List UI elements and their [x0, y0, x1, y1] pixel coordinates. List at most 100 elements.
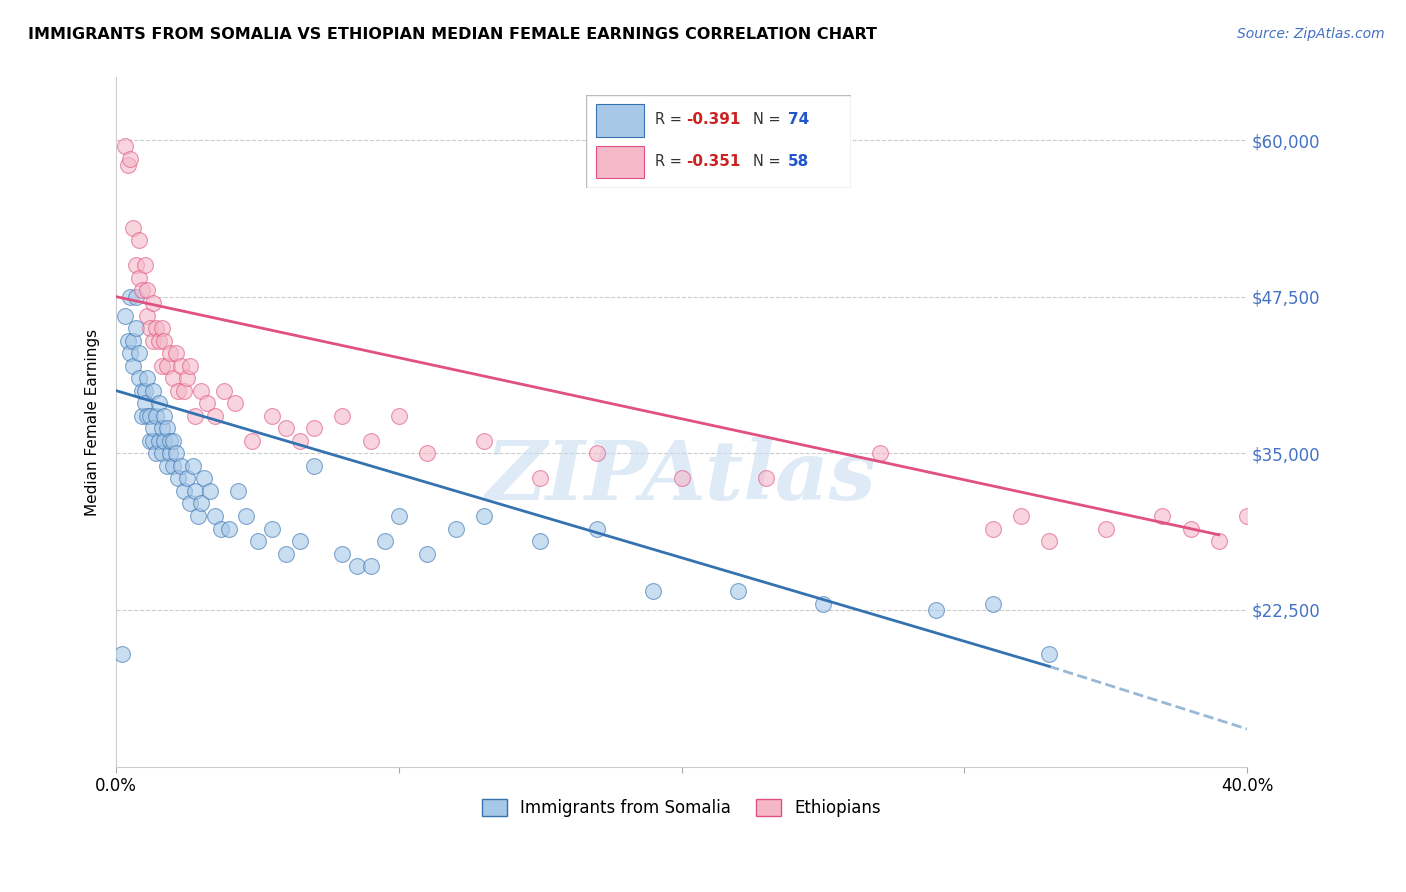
Point	[136, 309, 159, 323]
Point	[142, 334, 165, 348]
Point	[134, 259, 156, 273]
Point	[159, 446, 181, 460]
Point	[128, 271, 150, 285]
Point	[153, 409, 176, 423]
Point	[128, 371, 150, 385]
Point	[332, 409, 354, 423]
Y-axis label: Median Female Earnings: Median Female Earnings	[86, 328, 100, 516]
Point	[117, 158, 139, 172]
Point	[416, 446, 439, 460]
Point	[114, 309, 136, 323]
Point	[181, 458, 204, 473]
Point	[198, 483, 221, 498]
Legend: Immigrants from Somalia, Ethiopians: Immigrants from Somalia, Ethiopians	[475, 792, 889, 823]
Point	[145, 409, 167, 423]
Point	[1010, 508, 1032, 523]
Point	[755, 471, 778, 485]
Point	[184, 409, 207, 423]
Point	[170, 359, 193, 373]
Point	[179, 496, 201, 510]
Point	[111, 647, 134, 661]
Point	[156, 458, 179, 473]
Point	[156, 421, 179, 435]
Point	[360, 434, 382, 448]
Point	[288, 534, 311, 549]
Point	[136, 284, 159, 298]
Point	[416, 547, 439, 561]
Point	[128, 346, 150, 360]
Point	[139, 409, 162, 423]
Point	[122, 359, 145, 373]
Point	[162, 458, 184, 473]
Point	[114, 139, 136, 153]
Point	[120, 346, 142, 360]
Point	[302, 421, 325, 435]
Point	[139, 434, 162, 448]
Point	[529, 471, 551, 485]
Point	[288, 434, 311, 448]
Point	[170, 458, 193, 473]
Point	[586, 521, 609, 535]
Point	[209, 521, 232, 535]
Point	[727, 584, 749, 599]
Point	[472, 434, 495, 448]
Point	[156, 359, 179, 373]
Point	[131, 409, 153, 423]
Point	[117, 334, 139, 348]
Point	[148, 434, 170, 448]
Point	[586, 446, 609, 460]
Point	[165, 446, 187, 460]
Point	[869, 446, 891, 460]
Point	[1038, 647, 1060, 661]
Point	[142, 434, 165, 448]
Point	[145, 446, 167, 460]
Point	[346, 559, 368, 574]
Point	[190, 496, 212, 510]
Point	[131, 384, 153, 398]
Point	[274, 421, 297, 435]
Point	[360, 559, 382, 574]
Point	[811, 597, 834, 611]
Point	[145, 321, 167, 335]
Point	[179, 359, 201, 373]
Point	[136, 409, 159, 423]
Text: Source: ZipAtlas.com: Source: ZipAtlas.com	[1237, 27, 1385, 41]
Point	[153, 334, 176, 348]
Point	[150, 446, 173, 460]
Point	[274, 547, 297, 561]
Point	[374, 534, 396, 549]
Point	[162, 434, 184, 448]
Point	[981, 521, 1004, 535]
Point	[150, 421, 173, 435]
Point	[332, 547, 354, 561]
Point	[184, 483, 207, 498]
Point	[148, 396, 170, 410]
Point	[142, 421, 165, 435]
Point	[1236, 508, 1258, 523]
Point	[125, 290, 148, 304]
Text: IMMIGRANTS FROM SOMALIA VS ETHIOPIAN MEDIAN FEMALE EARNINGS CORRELATION CHART: IMMIGRANTS FROM SOMALIA VS ETHIOPIAN MED…	[28, 27, 877, 42]
Point	[671, 471, 693, 485]
Point	[925, 603, 948, 617]
Point	[131, 284, 153, 298]
Point	[150, 321, 173, 335]
Point	[240, 434, 263, 448]
Point	[173, 483, 195, 498]
Point	[176, 471, 198, 485]
Point	[1180, 521, 1202, 535]
Point	[159, 434, 181, 448]
Point	[1264, 528, 1286, 542]
Point	[193, 471, 215, 485]
Point	[125, 321, 148, 335]
Point	[167, 384, 190, 398]
Point	[643, 584, 665, 599]
Point	[1152, 508, 1174, 523]
Point	[122, 220, 145, 235]
Point	[235, 508, 257, 523]
Point	[190, 384, 212, 398]
Point	[153, 434, 176, 448]
Point	[176, 371, 198, 385]
Point	[165, 346, 187, 360]
Point	[195, 396, 218, 410]
Point	[173, 384, 195, 398]
